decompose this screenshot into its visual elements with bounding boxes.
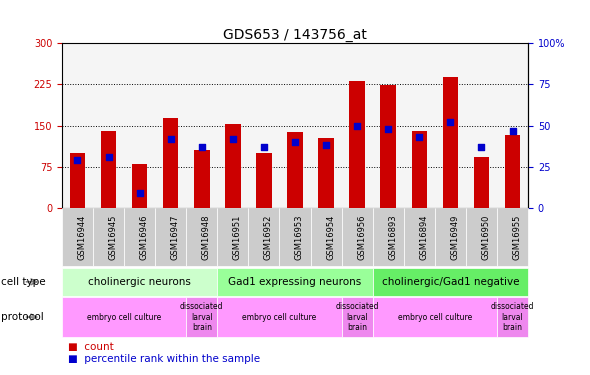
Text: GSM16952: GSM16952 xyxy=(264,214,273,260)
Point xyxy=(445,119,455,125)
Bar xyxy=(101,131,116,208)
Point xyxy=(166,136,175,142)
Text: dissociated
larval
brain: dissociated larval brain xyxy=(180,302,224,332)
Bar xyxy=(504,135,520,208)
Text: GSM16954: GSM16954 xyxy=(326,214,335,260)
Text: cell type: cell type xyxy=(1,277,46,287)
Bar xyxy=(194,150,209,208)
Text: GSM16946: GSM16946 xyxy=(140,214,149,260)
Bar xyxy=(442,77,458,208)
Bar xyxy=(256,153,271,208)
Point xyxy=(197,144,206,150)
Bar xyxy=(318,138,334,208)
Text: Gad1 expressing neurons: Gad1 expressing neurons xyxy=(228,277,362,287)
Text: GSM16949: GSM16949 xyxy=(450,214,460,260)
Text: GSM16894: GSM16894 xyxy=(419,214,428,260)
Title: GDS653 / 143756_at: GDS653 / 143756_at xyxy=(223,28,367,42)
Text: GSM16955: GSM16955 xyxy=(513,214,522,260)
Point xyxy=(508,128,517,134)
Point xyxy=(259,144,268,150)
Bar xyxy=(70,153,85,208)
Text: ■  percentile rank within the sample: ■ percentile rank within the sample xyxy=(68,354,260,364)
Text: dissociated
larval
brain: dissociated larval brain xyxy=(491,302,535,332)
Text: protocol: protocol xyxy=(1,312,44,322)
Text: cholinergic neurons: cholinergic neurons xyxy=(88,277,191,287)
Text: GSM16948: GSM16948 xyxy=(202,214,211,260)
Text: GSM16950: GSM16950 xyxy=(481,214,490,260)
Point xyxy=(415,134,424,140)
Bar xyxy=(349,81,365,208)
Bar xyxy=(163,118,178,208)
Bar xyxy=(411,131,427,208)
Text: cholinergic/Gad1 negative: cholinergic/Gad1 negative xyxy=(382,277,519,287)
Text: GSM16945: GSM16945 xyxy=(109,214,117,260)
Text: GSM16893: GSM16893 xyxy=(388,214,397,260)
Point xyxy=(135,190,145,196)
Bar xyxy=(225,124,241,208)
Text: GSM16951: GSM16951 xyxy=(233,214,242,260)
Text: dissociated
larval
brain: dissociated larval brain xyxy=(335,302,379,332)
Point xyxy=(477,144,486,150)
Point xyxy=(384,126,393,132)
Text: GSM16947: GSM16947 xyxy=(171,214,180,260)
Point xyxy=(290,139,300,145)
Bar xyxy=(474,157,489,208)
Text: GSM16944: GSM16944 xyxy=(77,214,87,260)
Point xyxy=(322,142,331,148)
Text: GSM16953: GSM16953 xyxy=(295,214,304,260)
Point xyxy=(352,123,362,129)
Text: embryo cell culture: embryo cell culture xyxy=(398,313,472,321)
Text: embryo cell culture: embryo cell culture xyxy=(87,313,161,321)
Bar xyxy=(287,132,303,208)
Point xyxy=(104,154,113,160)
Text: GSM16956: GSM16956 xyxy=(357,214,366,260)
Text: ■  count: ■ count xyxy=(68,342,114,352)
Point xyxy=(228,136,238,142)
Bar xyxy=(132,164,148,208)
Bar xyxy=(381,86,396,208)
Text: embryo cell culture: embryo cell culture xyxy=(242,313,317,321)
Point xyxy=(73,157,82,163)
